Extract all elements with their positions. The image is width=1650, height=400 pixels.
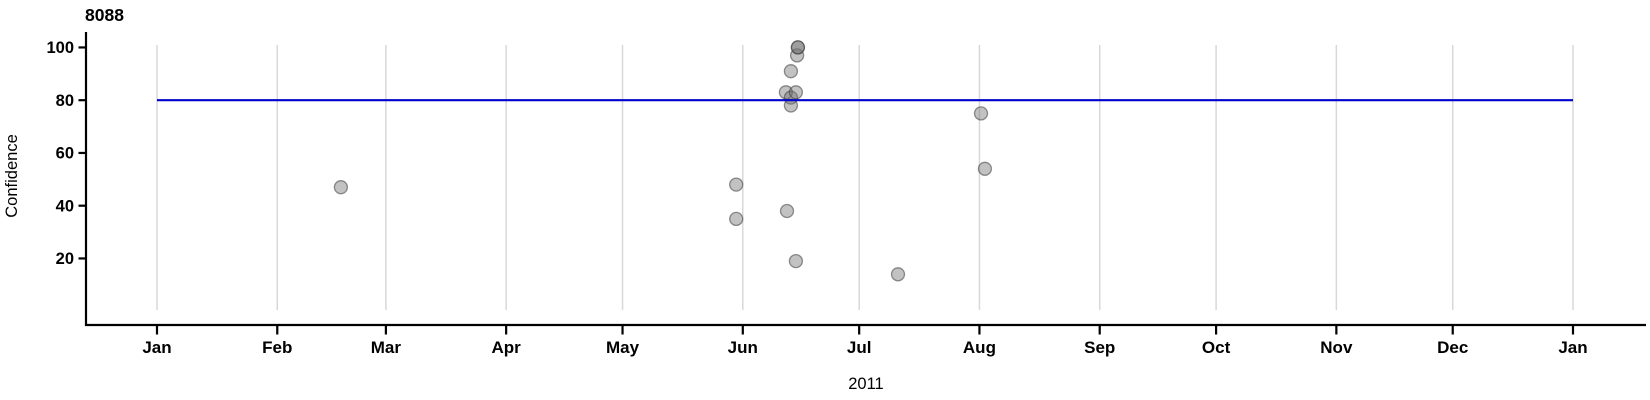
x-tick-label: Mar — [371, 338, 402, 357]
x-ticks-group: Jan Feb Mar Apr May Jun Jul Aug Sep Oct Nov Dec Jan — [142, 325, 1588, 357]
y-ticks-group: 20 40 60 80 100 — [46, 39, 86, 268]
data-point — [779, 203, 795, 219]
x-tick-label: Jan — [1558, 338, 1587, 357]
data-point — [790, 40, 806, 55]
data-point — [973, 106, 989, 121]
x-tick-label: Jan — [142, 338, 171, 357]
data-point — [788, 253, 804, 269]
y-tick-label: 60 — [56, 145, 74, 163]
points-group — [333, 40, 993, 282]
data-point — [977, 161, 993, 176]
y-tick-label: 20 — [56, 250, 74, 268]
y-tick-label: 40 — [56, 197, 74, 215]
x-tick-label: Jul — [847, 338, 872, 357]
y-axis-title: Confidence — [3, 134, 21, 217]
x-tick-label: Sep — [1084, 338, 1115, 357]
data-point — [783, 64, 799, 79]
data-point — [890, 267, 906, 282]
x-tick-label: May — [606, 338, 640, 357]
data-point — [333, 180, 349, 195]
x-tick-label: Apr — [492, 338, 522, 357]
x-tick-label: Nov — [1320, 338, 1353, 357]
y-tick-label: 80 — [56, 92, 74, 110]
y-tick-label: 100 — [46, 39, 74, 57]
data-point — [783, 98, 799, 113]
x-axis-title: 2011 — [848, 375, 883, 393]
x-tick-label: Feb — [262, 338, 292, 357]
data-point — [729, 177, 744, 192]
data-point — [778, 85, 794, 100]
x-tick-label: Aug — [963, 338, 996, 357]
x-tick-label: Dec — [1437, 338, 1468, 357]
gridlines-group — [156, 45, 1574, 310]
x-tick-label: Oct — [1202, 338, 1231, 357]
data-point — [788, 85, 804, 100]
x-tick-label: Jun — [728, 338, 758, 357]
data-point — [729, 211, 744, 227]
chart-title: 8088 — [85, 5, 124, 25]
